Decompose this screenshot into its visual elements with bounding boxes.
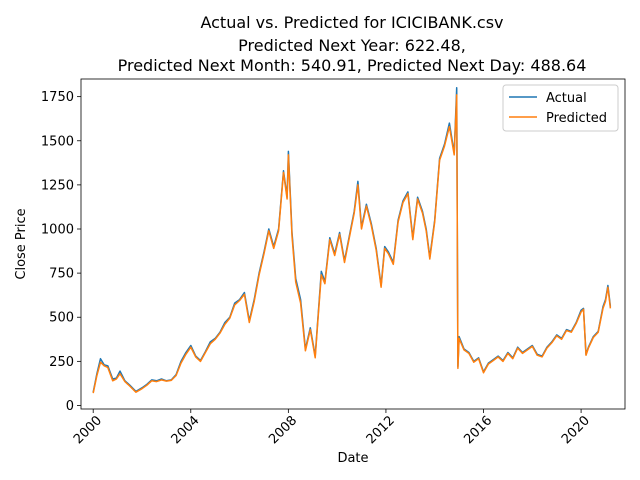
y-tick-label: 500 — [49, 311, 74, 326]
legend-label-predicted: Predicted — [546, 111, 607, 126]
y-axis-label: Close Price — [14, 208, 29, 279]
y-axis-ticks: 0 250 500 750 1000 1250 1500 1750 — [41, 90, 81, 414]
y-tick-label: 750 — [49, 267, 74, 282]
x-axis-label: Date — [337, 451, 368, 466]
series-line-predicted — [92, 94, 612, 394]
plot-frame — [80, 78, 626, 410]
y-tick-label: 0 — [66, 399, 74, 414]
legend: Actual Predicted — [502, 84, 619, 132]
y-tick-label: 1500 — [41, 134, 74, 149]
y-tick-label: 1750 — [41, 90, 74, 105]
chart-title-line-2: Predicted Next Year: 622.48, — [238, 36, 466, 55]
y-tick-label: 1250 — [41, 178, 74, 193]
y-tick-label: 250 — [49, 355, 74, 370]
y-tick-label: 1000 — [41, 223, 74, 238]
legend-label-actual: Actual — [546, 91, 587, 106]
chart-title-line-1: Actual vs. Predicted for ICICIBANK.csv — [200, 13, 503, 32]
chart-title-line-3: Predicted Next Month: 540.91, Predicted … — [118, 56, 587, 75]
series-layer — [92, 87, 612, 394]
